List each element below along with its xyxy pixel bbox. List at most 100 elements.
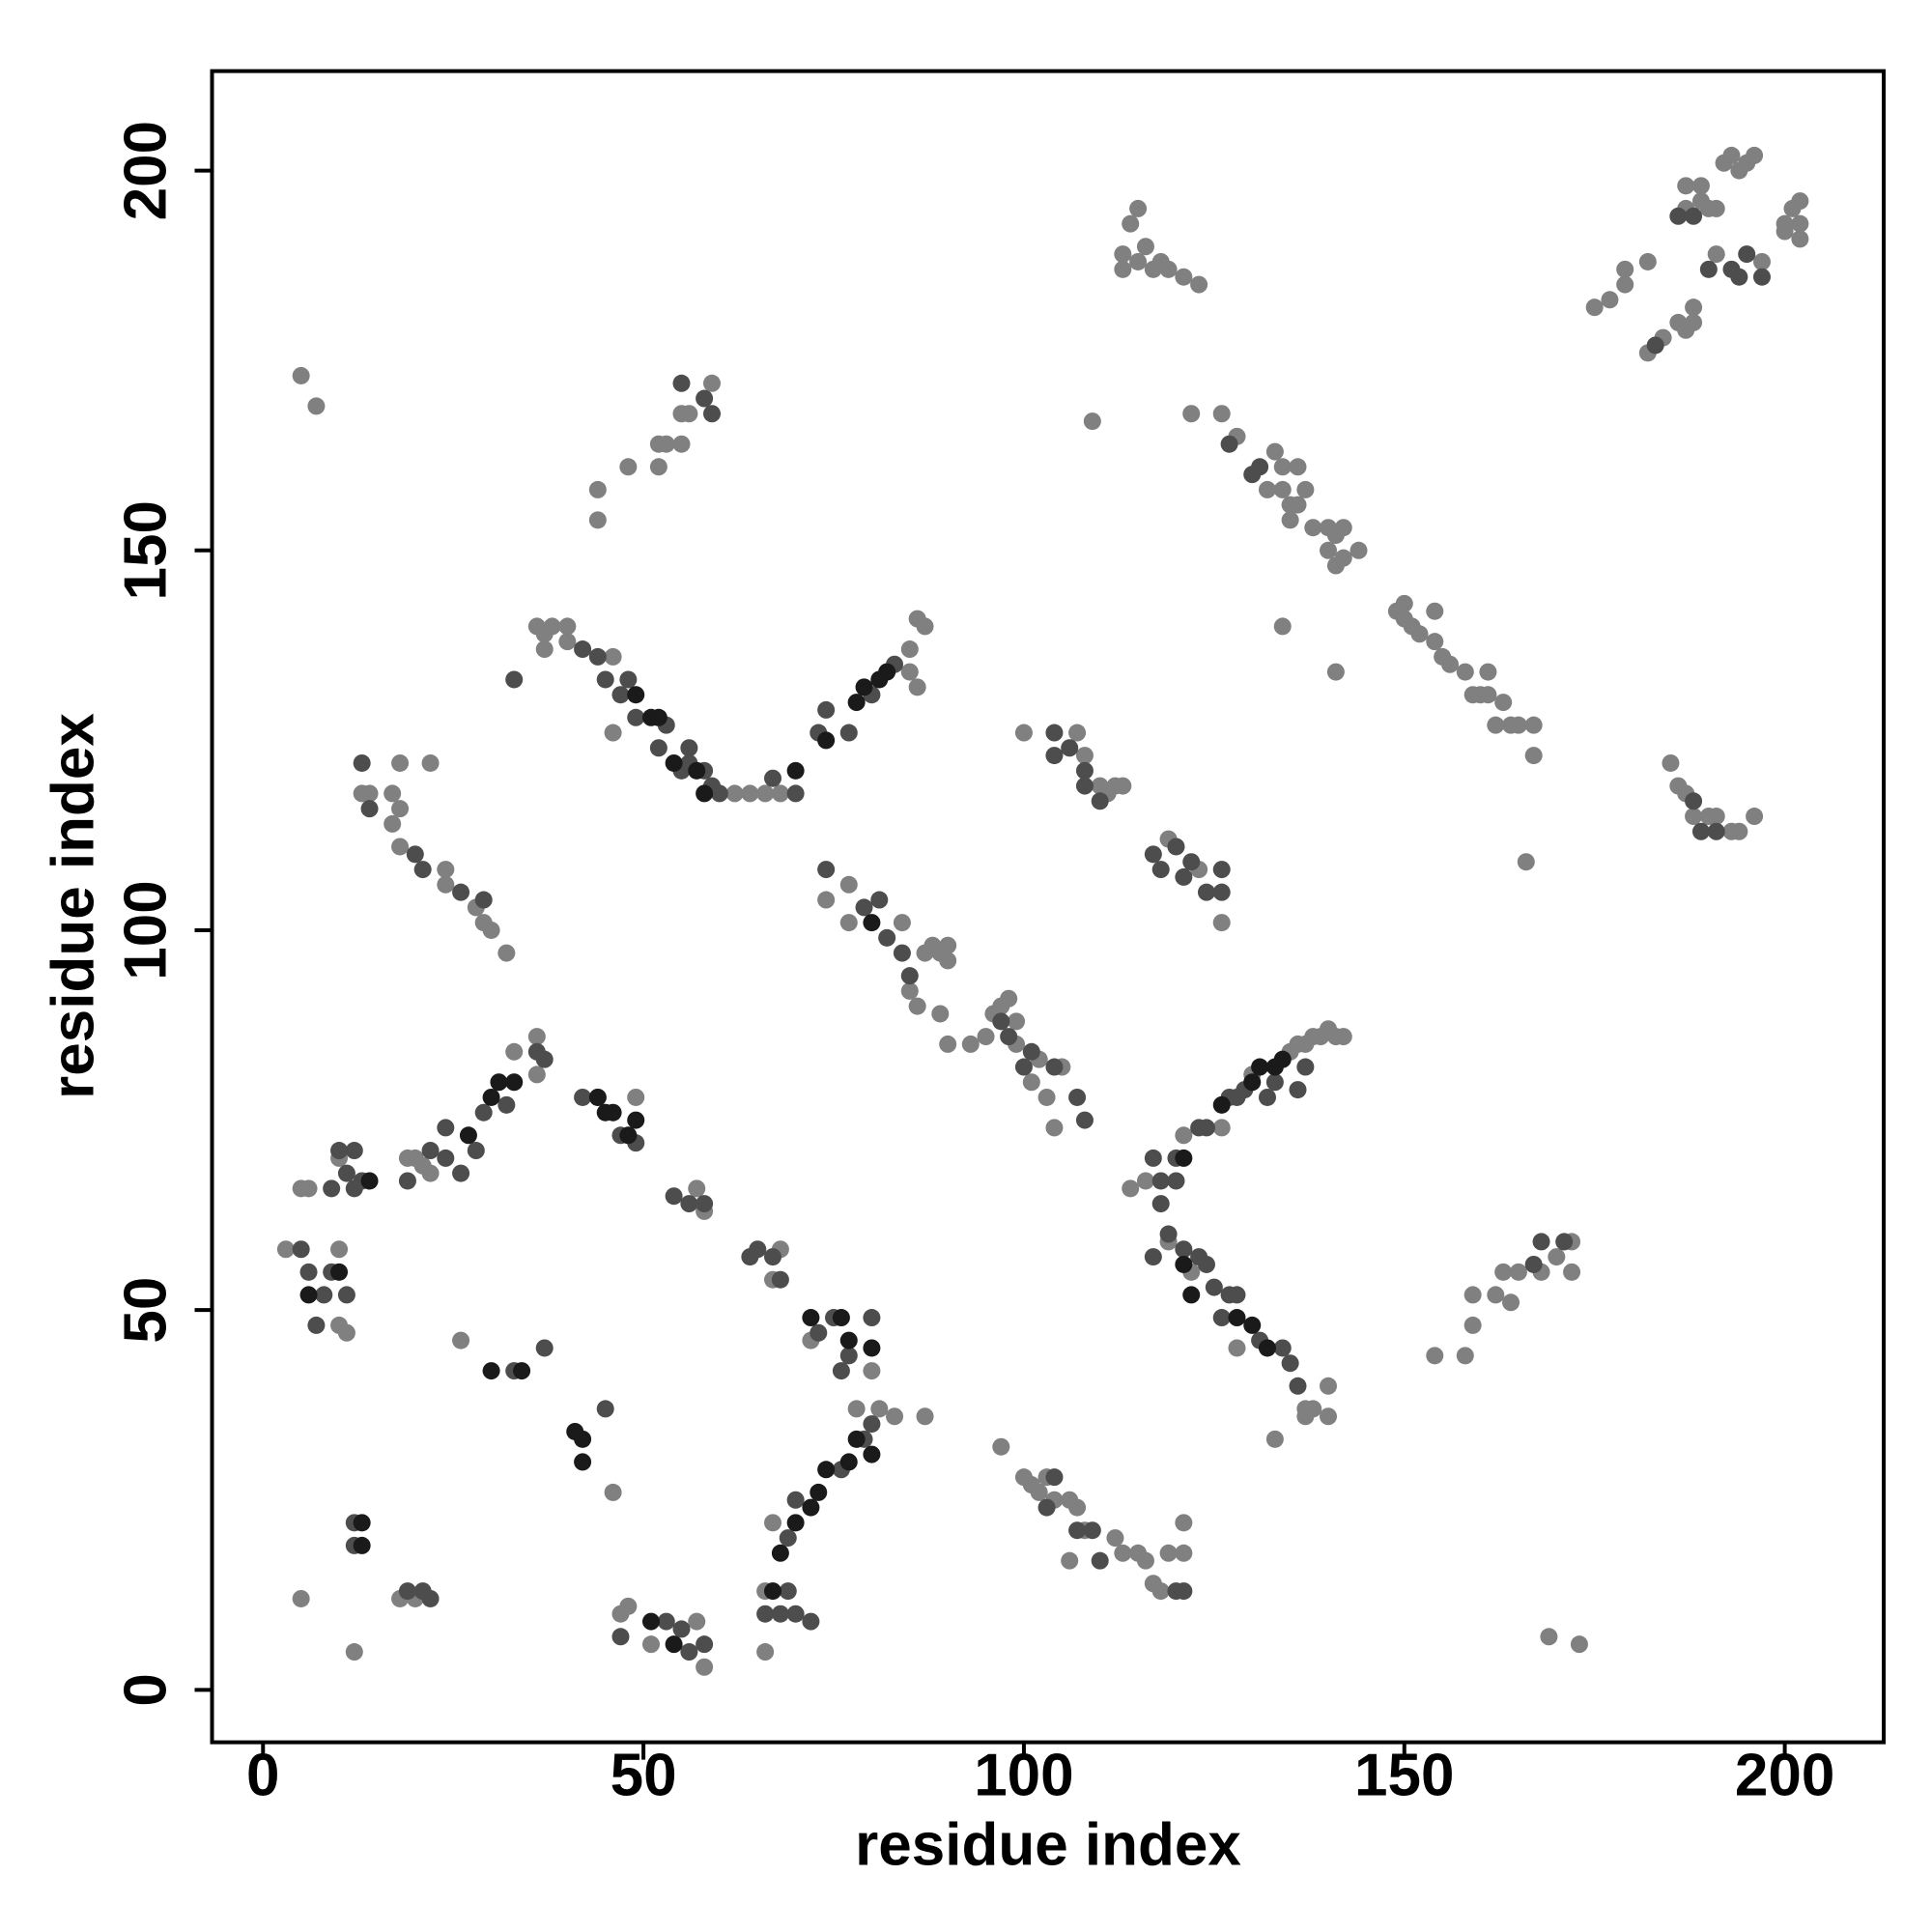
point <box>657 1612 675 1631</box>
point <box>1212 883 1231 901</box>
point <box>1212 1119 1231 1137</box>
point <box>1159 1544 1178 1562</box>
point <box>437 875 455 894</box>
point <box>1791 214 1809 233</box>
point <box>1144 1248 1162 1266</box>
point <box>596 1400 614 1418</box>
point <box>292 366 310 384</box>
point <box>535 640 554 659</box>
point <box>1691 822 1710 840</box>
point <box>1296 1058 1315 1076</box>
point <box>490 1073 508 1092</box>
point <box>1000 989 1018 1008</box>
point <box>870 891 889 909</box>
point <box>330 1263 349 1281</box>
point <box>437 861 455 879</box>
point <box>1685 808 1703 826</box>
point <box>1220 435 1238 453</box>
point <box>1456 1347 1474 1365</box>
point <box>900 981 919 1000</box>
point <box>604 1103 622 1122</box>
point <box>1334 519 1352 537</box>
point <box>619 458 638 476</box>
point <box>1151 861 1170 879</box>
point <box>1570 1635 1588 1654</box>
point <box>1320 1407 1338 1426</box>
point <box>832 1362 850 1380</box>
point <box>611 686 630 704</box>
point <box>482 921 500 939</box>
point <box>505 670 524 689</box>
point <box>1548 1248 1566 1266</box>
point <box>1752 252 1771 270</box>
point <box>1273 458 1292 476</box>
point <box>604 724 622 742</box>
point <box>1517 853 1535 871</box>
point <box>680 739 698 757</box>
point <box>398 1582 416 1601</box>
point <box>756 784 775 803</box>
point <box>1289 1377 1307 1395</box>
point <box>292 1589 310 1607</box>
point <box>855 898 873 917</box>
point <box>474 891 493 909</box>
point <box>1197 1119 1215 1137</box>
point <box>1129 199 1148 217</box>
point <box>1685 298 1703 317</box>
point <box>1228 1339 1246 1357</box>
point <box>535 1050 554 1068</box>
point <box>1685 792 1703 810</box>
point <box>1395 594 1413 612</box>
point <box>330 1240 349 1259</box>
point <box>452 883 470 901</box>
point <box>505 1042 524 1061</box>
point <box>1281 1354 1299 1373</box>
point <box>437 1149 455 1167</box>
point <box>702 405 721 423</box>
point <box>1289 1081 1307 1099</box>
point <box>604 1483 622 1501</box>
point <box>1175 1149 1193 1167</box>
point <box>1068 724 1087 742</box>
point <box>1175 1582 1193 1601</box>
point <box>337 1286 355 1304</box>
point <box>764 1582 782 1601</box>
point <box>1190 275 1208 294</box>
point <box>696 389 714 408</box>
point <box>1479 686 1497 704</box>
point <box>1479 663 1497 681</box>
point <box>315 1286 333 1304</box>
point <box>893 914 911 932</box>
point <box>779 1529 797 1548</box>
point <box>337 1323 355 1342</box>
point <box>574 1430 592 1448</box>
point <box>839 724 858 742</box>
point <box>474 1103 493 1122</box>
point <box>1114 777 1132 795</box>
point <box>452 1164 470 1182</box>
plot-frame <box>210 69 1886 1745</box>
point <box>680 405 698 423</box>
point <box>1075 777 1094 795</box>
point <box>817 700 836 719</box>
point <box>1175 1240 1193 1259</box>
point <box>802 1309 820 1327</box>
point <box>1136 238 1154 256</box>
point <box>1487 1286 1505 1304</box>
point <box>1068 1521 1087 1540</box>
point <box>1776 222 1794 241</box>
point <box>839 875 858 894</box>
point <box>688 1612 706 1631</box>
point <box>1738 245 1756 264</box>
point <box>977 1028 995 1046</box>
point <box>1061 1551 1079 1570</box>
point <box>1037 1088 1056 1106</box>
point <box>1197 1255 1215 1273</box>
point <box>1707 245 1725 264</box>
point <box>817 1461 836 1479</box>
point <box>1251 1058 1269 1076</box>
point <box>627 1088 645 1106</box>
point <box>535 1339 554 1357</box>
point <box>421 1589 440 1607</box>
point <box>900 640 919 659</box>
